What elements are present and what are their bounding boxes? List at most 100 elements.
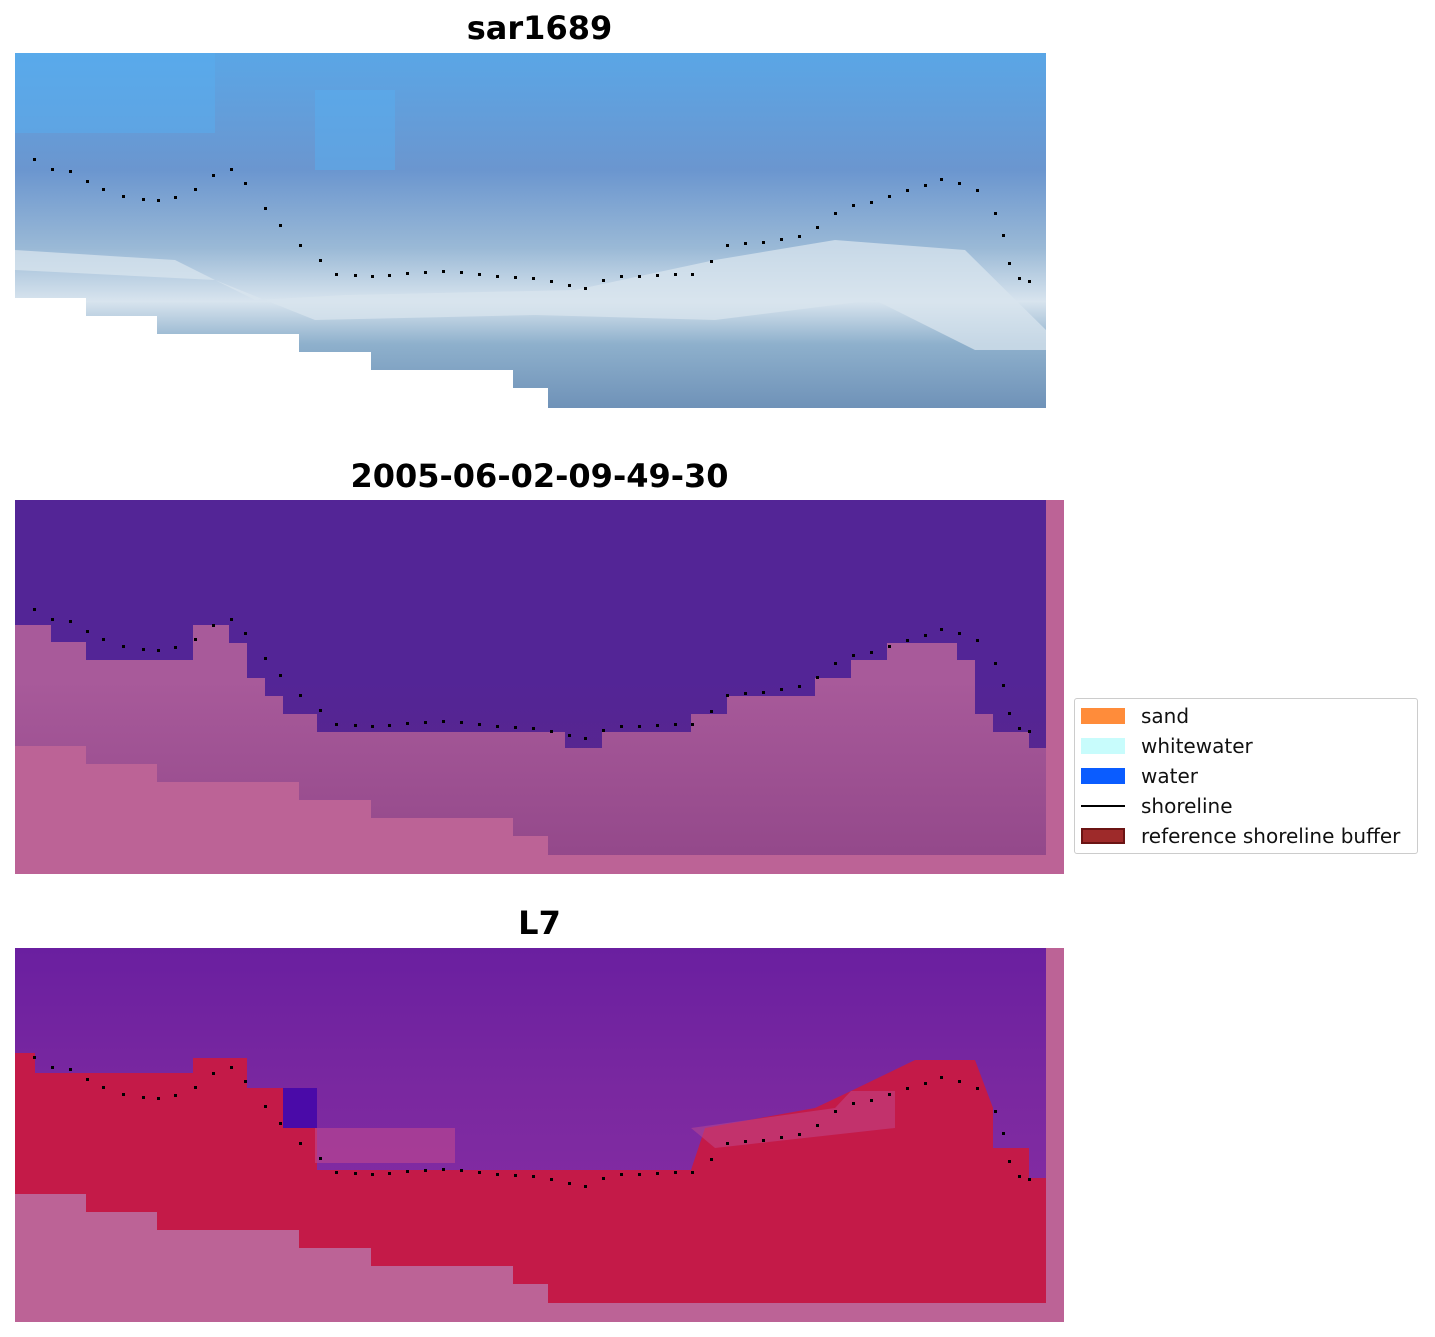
shoreline-point	[1008, 712, 1011, 715]
shoreline-point	[584, 287, 587, 290]
shoreline-point	[51, 1066, 54, 1069]
whitewater-band	[15, 240, 1046, 350]
shoreline-point	[230, 168, 233, 171]
shoreline-point	[299, 694, 302, 697]
shoreline-point	[816, 676, 819, 679]
shoreline-point	[1018, 1175, 1021, 1178]
shoreline-point	[994, 1110, 997, 1113]
shoreline-point	[264, 1105, 267, 1108]
shoreline-point	[656, 1172, 659, 1175]
shoreline-point	[122, 1093, 125, 1096]
shoreline-point	[852, 204, 855, 207]
shoreline-point	[424, 1169, 427, 1172]
legend-item-reference-buffer: reference shoreline buffer	[1081, 824, 1400, 848]
shoreline-point	[514, 276, 517, 279]
shoreline-point	[584, 1185, 587, 1188]
shoreline-point	[212, 1072, 215, 1075]
shoreline-point	[142, 198, 145, 201]
sand-swatch	[1081, 708, 1125, 724]
shoreline-point	[976, 1087, 979, 1090]
shoreline-point	[976, 639, 979, 642]
shoreline-point	[744, 692, 747, 695]
shoreline-point	[33, 158, 36, 161]
whitewater-swatch	[1081, 738, 1125, 754]
shoreline-point	[834, 212, 837, 215]
shoreline-point	[319, 709, 322, 712]
shoreline-point	[780, 238, 783, 241]
shoreline-point	[798, 1133, 801, 1136]
shoreline-point	[798, 235, 801, 238]
no-data-area	[15, 1194, 548, 1322]
shoreline-point	[122, 645, 125, 648]
no-data-area	[15, 298, 548, 410]
shoreline-point	[656, 724, 659, 727]
legend-label-water: water	[1141, 764, 1198, 788]
shoreline-point	[460, 1169, 463, 1172]
no-data-area	[15, 746, 548, 874]
shoreline-point	[1028, 280, 1031, 283]
shoreline-point	[51, 168, 54, 171]
shoreline-point	[1008, 1160, 1011, 1163]
shoreline-point	[744, 1140, 747, 1143]
shoreline-point	[1018, 277, 1021, 280]
ndwi-image-panel	[15, 948, 1064, 1322]
shoreline-point	[69, 170, 72, 173]
shoreline-point	[568, 734, 571, 737]
shoreline-point	[102, 1086, 105, 1089]
shoreline-point	[762, 241, 765, 244]
shoreline-point	[514, 1174, 517, 1177]
shoreline-point	[157, 199, 160, 202]
shoreline-point	[888, 645, 891, 648]
shoreline-point	[142, 1096, 145, 1099]
shoreline-point	[319, 1157, 322, 1160]
shoreline-point	[710, 260, 713, 263]
shoreline-point	[726, 1142, 729, 1145]
shoreline-point	[371, 725, 374, 728]
shoreline-point	[335, 723, 338, 726]
shoreline-point	[122, 195, 125, 198]
shoreline-point	[976, 189, 979, 192]
shoreline-point	[299, 244, 302, 247]
shoreline-point	[371, 1173, 374, 1176]
shoreline-point	[279, 224, 282, 227]
shoreline-point	[994, 212, 997, 215]
legend-item-sand: sand	[1081, 704, 1189, 728]
shoreline-point	[264, 207, 267, 210]
shoreline-point	[620, 275, 623, 278]
shoreline-point	[335, 273, 338, 276]
shoreline-point	[1028, 1178, 1031, 1181]
shoreline-point	[157, 1097, 160, 1100]
shoreline-point	[870, 1099, 873, 1102]
shoreline-line-swatch	[1081, 805, 1125, 807]
shoreline-point	[157, 649, 160, 652]
legend-item-whitewater: whitewater	[1081, 734, 1253, 758]
shoreline-point	[710, 1158, 713, 1161]
shoreline-point	[958, 632, 961, 635]
shoreline-point	[496, 1173, 499, 1176]
shoreline-point	[371, 275, 374, 278]
shoreline-point	[194, 638, 197, 641]
shoreline-point	[244, 1080, 247, 1083]
shoreline-point	[888, 1093, 891, 1096]
shoreline-point	[638, 725, 641, 728]
shoreline-point	[1028, 730, 1031, 733]
shoreline-points	[33, 608, 1031, 740]
shoreline-point	[1008, 262, 1011, 265]
rgb-image-panel	[15, 53, 1046, 410]
shoreline-point	[230, 618, 233, 621]
shoreline-point	[406, 272, 409, 275]
shoreline-point	[460, 271, 463, 274]
shoreline-point	[496, 275, 499, 278]
shoreline-point	[888, 195, 891, 198]
shoreline-point	[762, 1139, 765, 1142]
shoreline-point	[906, 1087, 909, 1090]
legend-item-shoreline: shoreline	[1081, 794, 1233, 818]
shoreline-point	[264, 657, 267, 660]
shoreline-point	[870, 651, 873, 654]
shoreline-point	[194, 188, 197, 191]
panel-title-ndwi: L7	[518, 904, 561, 942]
shoreline-point	[1002, 684, 1005, 687]
transition-zone	[315, 1128, 455, 1163]
shoreline-point	[244, 182, 247, 185]
shoreline-point	[568, 284, 571, 287]
